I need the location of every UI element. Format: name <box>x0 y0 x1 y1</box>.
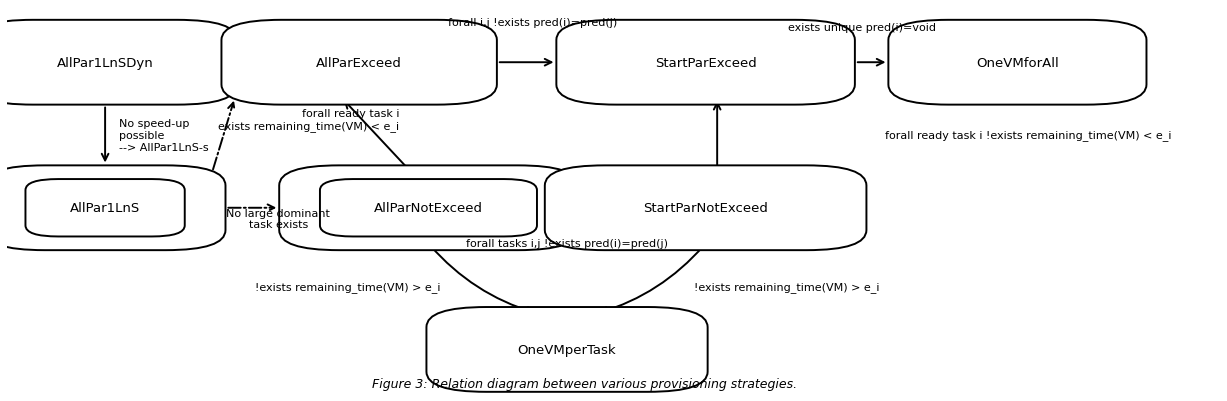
Text: forall i,j !exists pred(i)=pred(j): forall i,j !exists pred(i)=pred(j) <box>448 18 617 28</box>
Text: OneVMforAll: OneVMforAll <box>975 57 1059 69</box>
FancyBboxPatch shape <box>0 21 237 105</box>
Text: AllPar1LnS: AllPar1LnS <box>70 202 140 215</box>
Text: !exists remaining_time(VM) > e_i: !exists remaining_time(VM) > e_i <box>255 281 440 292</box>
FancyBboxPatch shape <box>0 166 226 251</box>
Text: Figure 3: Relation diagram between various provisioning strategies.: Figure 3: Relation diagram between vario… <box>372 377 796 390</box>
Text: AllPar1LnSDyn: AllPar1LnSDyn <box>56 57 153 69</box>
Text: StartParNotExceed: StartParNotExceed <box>643 202 768 215</box>
FancyBboxPatch shape <box>427 307 708 392</box>
Text: StartParExceed: StartParExceed <box>655 57 757 69</box>
Text: forall ready task i !exists remaining_time(VM) < e_i: forall ready task i !exists remaining_ti… <box>885 130 1171 141</box>
Text: AllParNotExceed: AllParNotExceed <box>374 202 483 215</box>
Text: forall ready task i
  exists remaining_time(VM) < e_i: forall ready task i exists remaining_tim… <box>211 109 400 132</box>
FancyBboxPatch shape <box>280 166 578 251</box>
Text: forall tasks i,j !exists pred(i)=pred(j): forall tasks i,j !exists pred(i)=pred(j) <box>466 238 667 248</box>
Text: No speed-up
possible
--> AllPar1LnS-s: No speed-up possible --> AllPar1LnS-s <box>119 119 209 152</box>
FancyBboxPatch shape <box>888 21 1146 105</box>
Text: AllParExceed: AllParExceed <box>317 57 402 69</box>
Text: No large dominant
task exists: No large dominant task exists <box>227 208 330 230</box>
Text: OneVMperTask: OneVMperTask <box>518 343 616 356</box>
FancyBboxPatch shape <box>545 166 866 251</box>
Text: !exists remaining_time(VM) > e_i: !exists remaining_time(VM) > e_i <box>693 281 880 292</box>
FancyBboxPatch shape <box>556 21 855 105</box>
FancyBboxPatch shape <box>221 21 497 105</box>
Text: exists unique pred(i)=void: exists unique pred(i)=void <box>788 23 935 33</box>
